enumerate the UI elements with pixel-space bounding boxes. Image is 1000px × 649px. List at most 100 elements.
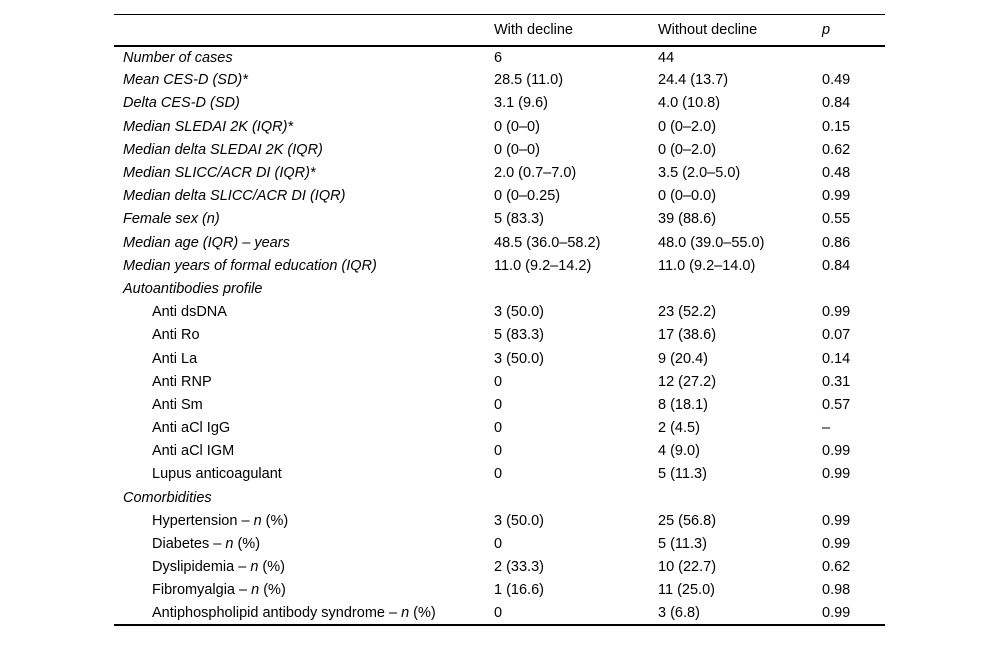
table-row: Median age (IQR) – years 48.5 (36.0–58.2… (114, 231, 885, 254)
table-row: Number of cases 6 44 (114, 46, 885, 69)
cell-with-decline: 48.5 (36.0–58.2) (494, 234, 601, 251)
table-row: Anti RNP 0 12 (27.2) 0.31 (114, 370, 885, 393)
column-header-without-decline: Without decline (658, 21, 758, 38)
row-label: Median age (IQR) – years (123, 234, 290, 251)
cell-p-value: 0.86 (822, 234, 851, 251)
cell-without-decline: 12 (27.2) (658, 373, 717, 390)
cell-p-value: 0.99 (822, 536, 851, 553)
row-label-n: n (250, 559, 259, 576)
cell-with-decline: 5 (83.3) (494, 211, 544, 228)
cell-without-decline: 10 (22.7) (658, 559, 717, 576)
cell-without-decline: 48.0 (39.0–55.0) (658, 234, 765, 251)
cell-with-decline: 28.5 (11.0) (494, 72, 564, 89)
section-header: Comorbidities (123, 489, 212, 506)
cell-without-decline (658, 486, 822, 509)
cell-p-value (822, 486, 885, 509)
row-label: Antiphospholipid antibody syndrome – n (… (114, 602, 494, 625)
column-header-p-value: p (822, 21, 831, 38)
cell-with-decline: 3 (50.0) (494, 512, 544, 529)
cell-with-decline: 0 (494, 466, 503, 483)
cell-without-decline: 25 (56.8) (658, 512, 717, 529)
cell-p-value (822, 46, 885, 69)
table-row: Fibromyalgia – n (%) 1 (16.6) 11 (25.0) … (114, 579, 885, 602)
table-row: Delta CES-D (SD) 3.1 (9.6) 4.0 (10.8) 0.… (114, 92, 885, 115)
cell-with-decline: 3 (50.0) (494, 304, 544, 321)
cell-p-value: 0.84 (822, 257, 851, 274)
row-label-suffix: (%) (233, 536, 261, 553)
cell-p-value: 0.57 (822, 396, 851, 413)
row-label-n: n (251, 582, 260, 599)
table-row: Anti Ro 5 (83.3) 17 (38.6) 0.07 (114, 324, 885, 347)
table-row: Female sex (n) 5 (83.3) 39 (88.6) 0.55 (114, 208, 885, 231)
cell-with-decline: 1 (16.6) (494, 582, 544, 599)
cell-with-decline: 0 (494, 443, 503, 460)
table-row: Median SLICC/ACR DI (IQR)* 2.0 (0.7–7.0)… (114, 161, 885, 184)
row-label-suffix: (%) (409, 605, 436, 622)
row-label: Median SLEDAI 2K (IQR)* (123, 118, 294, 135)
row-label: Anti dsDNA (152, 304, 227, 321)
comparison-table: With decline Without decline p Number of… (114, 14, 885, 627)
cell-p-value: 0.49 (822, 72, 851, 89)
cell-without-decline: 9 (20.4) (658, 350, 708, 367)
cell-with-decline: 0 (494, 420, 503, 437)
cell-p-value: 0.62 (822, 141, 851, 158)
row-label: Median delta SLEDAI 2K (IQR) (123, 141, 323, 158)
cell-p-value: 0.14 (822, 350, 851, 367)
cell-without-decline: 23 (52.2) (658, 304, 717, 321)
row-label-text: Fibromyalgia – (152, 582, 252, 599)
row-label-text: Diabetes – (152, 536, 226, 553)
table-row: Median SLEDAI 2K (IQR)* 0 (0–0) 0 (0–2.0… (114, 115, 885, 138)
row-label: Anti Sm (152, 396, 203, 413)
cell-with-decline: 0 (494, 605, 503, 622)
row-label: Median delta SLICC/ACR DI (IQR) (123, 188, 346, 205)
cell-p-value: 0.55 (822, 211, 851, 228)
cell-with-decline: 0 (494, 373, 503, 390)
cell-p-value: 0.99 (822, 188, 851, 205)
row-label: Number of cases (123, 49, 233, 66)
column-header-empty (114, 15, 494, 46)
column-header-with-decline: With decline (494, 21, 573, 38)
row-label: Diabetes – n (%) (114, 532, 494, 555)
table-row: Anti aCl IGM 0 4 (9.0) 0.99 (114, 440, 885, 463)
cell-without-decline: 39 (88.6) (658, 211, 717, 228)
table-header-row: With decline Without decline p (114, 15, 885, 46)
table-row: Median delta SLEDAI 2K (IQR) 0 (0–0) 0 (… (114, 138, 885, 161)
cell-p-value: 0.99 (822, 466, 851, 483)
table-row: Lupus anticoagulant 0 5 (11.3) 0.99 (114, 463, 885, 486)
cell-p-value: 0.99 (822, 304, 851, 321)
cell-p-value: 0.15 (822, 118, 851, 135)
cell-without-decline: 11 (25.0) (658, 582, 715, 599)
cell-p-value: 0.62 (822, 559, 851, 576)
cell-without-decline: 5 (11.3) (658, 466, 707, 483)
cell-p-value: 0.99 (822, 512, 851, 529)
cell-with-decline: 2 (33.3) (494, 559, 544, 576)
table-row: Median delta SLICC/ACR DI (IQR) 0 (0–0.2… (114, 185, 885, 208)
cell-with-decline: 0 (0–0.25) (494, 188, 561, 205)
cell-without-decline: 4 (9.0) (658, 443, 700, 460)
cell-without-decline: 0 (0–2.0) (658, 141, 717, 158)
cell-p-value: 0.98 (822, 582, 851, 599)
table-row: Dyslipidemia – n (%) 2 (33.3) 10 (22.7) … (114, 556, 885, 579)
row-label-n: n (253, 512, 262, 529)
row-label: Delta CES-D (SD) (123, 95, 240, 112)
cell-without-decline: 2 (4.5) (658, 420, 700, 437)
cell-without-decline: 4.0 (10.8) (658, 95, 721, 112)
cell-without-decline: 0 (0–0.0) (658, 188, 717, 205)
row-label-suffix: (%) (261, 512, 289, 529)
cell-with-decline: 5 (83.3) (494, 327, 544, 344)
row-label: Hypertension – n (%) (114, 509, 494, 532)
table-row: Anti dsDNA 3 (50.0) 23 (52.2) 0.99 (114, 301, 885, 324)
row-label: Dyslipidemia – n (%) (114, 556, 494, 579)
cell-p-value: 0.99 (822, 605, 851, 622)
cell-p-value (822, 277, 885, 300)
cell-with-decline: 6 (494, 49, 503, 66)
table-row: Diabetes – n (%) 0 5 (11.3) 0.99 (114, 532, 885, 555)
table-section-row: Autoantibodies profile (114, 277, 885, 300)
decline-comparison-table: With decline Without decline p Number of… (114, 14, 885, 627)
row-label: Median SLICC/ACR DI (IQR)* (123, 165, 316, 182)
cell-with-decline: 0 (0–0) (494, 118, 540, 135)
cell-with-decline: 3 (50.0) (494, 350, 544, 367)
row-label: Median years of formal education (IQR) (123, 257, 377, 274)
row-label-suffix: (%) (258, 559, 285, 576)
